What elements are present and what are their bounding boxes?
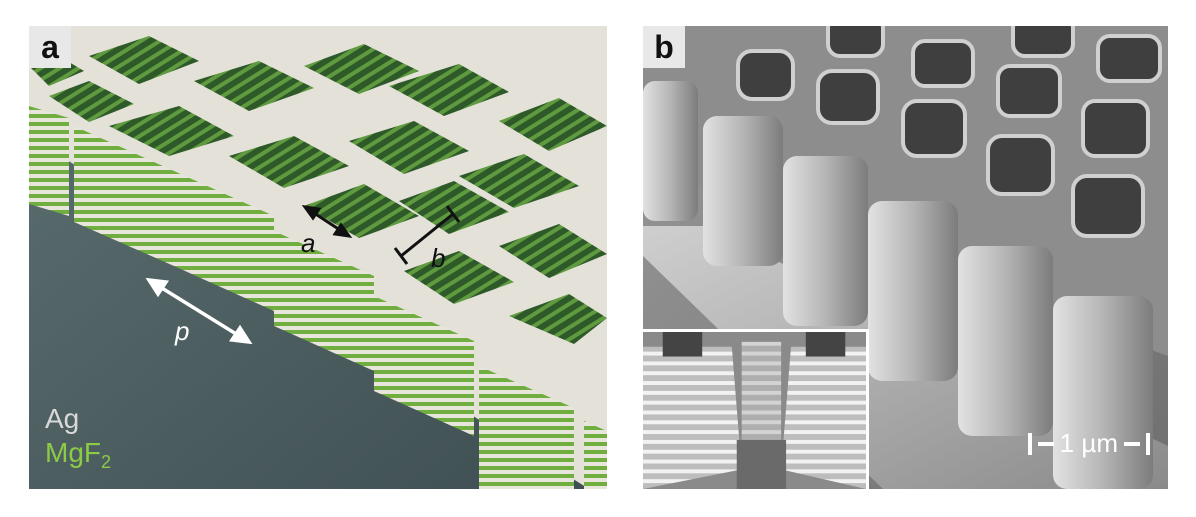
inset-image <box>643 332 866 489</box>
dimension-arrow-b <box>393 205 461 265</box>
sem-pillars <box>643 81 1153 489</box>
label-p: p <box>175 316 190 346</box>
legend-mgf2: MgF2 <box>45 436 111 479</box>
layer-stack <box>479 366 574 489</box>
layer-stack <box>174 171 274 311</box>
scale-bar-label: 1 µm <box>1059 428 1118 458</box>
scale-bar-right-cap <box>1146 432 1150 455</box>
scale-bar-line <box>1037 441 1054 446</box>
legend-mgf-subscript: 2 <box>101 452 112 472</box>
layer-stack <box>29 106 69 216</box>
legend-mgf-base: MgF <box>45 437 101 468</box>
fishnet-holes <box>29 36 607 344</box>
panel-letter-b: b <box>643 26 685 68</box>
dimension-arrow-a <box>301 205 353 238</box>
scale-bar-left-cap <box>1027 432 1032 455</box>
legend-silver: Ag <box>45 403 80 434</box>
sem-holes <box>736 26 1162 238</box>
sem-image <box>643 26 1168 489</box>
panel-a-fishnet-rendering: a a b p Ag MgF2 <box>29 26 607 489</box>
dimension-arrow-p <box>145 277 253 345</box>
layer-stack <box>374 296 474 436</box>
material-legend: Ag MgF2 <box>45 402 111 479</box>
layer-stack <box>74 126 174 266</box>
layer-stack <box>274 231 374 371</box>
label-b: b <box>431 243 446 273</box>
fishnet-illustration <box>29 26 607 489</box>
layer-stack <box>584 421 607 489</box>
panel-letter-a: a <box>29 26 71 68</box>
label-a: a <box>301 228 316 258</box>
scale-bar: 1 µm <box>1027 428 1150 459</box>
scale-bar-line <box>1124 441 1140 446</box>
sem-inset-cross-section <box>643 329 869 489</box>
panel-b-sem-micrograph: b 1 µm <box>643 26 1168 489</box>
